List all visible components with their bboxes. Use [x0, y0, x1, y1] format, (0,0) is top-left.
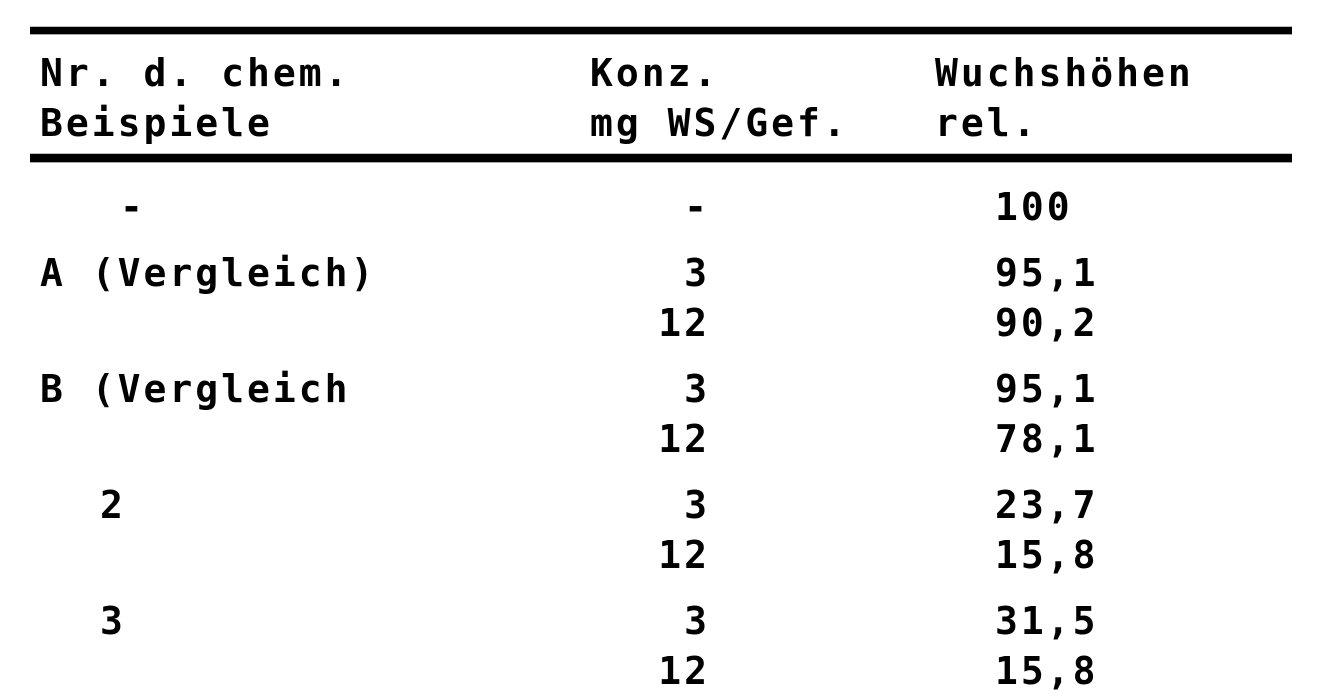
wuchshoehe-value: 95,1	[995, 251, 1099, 295]
table-row-untreated: - - 100	[40, 182, 1340, 232]
column-header-beispiele-line1: Nr. d. chem.	[40, 51, 351, 95]
table-top-rule	[30, 27, 1292, 34]
row-label: 3	[100, 599, 126, 643]
column-header-wuchshoehen-line1: Wuchshöhen	[935, 51, 1194, 95]
wuchshoehe-value: 23,7	[995, 483, 1099, 527]
header-underline-rule	[30, 154, 1292, 162]
row-label: -	[120, 185, 146, 229]
konz-value: 3	[684, 367, 710, 411]
wuchshoehe-value: 100	[995, 185, 1073, 229]
wuchshoehe-value: 15,8	[995, 649, 1099, 693]
column-header-beispiele-line2: Beispiele	[40, 101, 273, 145]
row-label: A (Vergleich)	[40, 251, 377, 295]
wuchshoehe-value: 90,2	[995, 301, 1099, 345]
column-header-konz-line1: Konz.	[590, 51, 720, 95]
konz-value: 12	[658, 417, 710, 461]
table-body: - - 100 A (Vergleich) 3 12 95,1 90,2 B (…	[40, 182, 1340, 696]
konz-value: 12	[658, 533, 710, 577]
column-header-wuchshoehen-line2: rel.	[935, 101, 1039, 145]
wuchshoehe-value: 95,1	[995, 367, 1099, 411]
konz-value: -	[684, 185, 710, 229]
column-header-konz: Konz. mg WS/Gef.	[590, 48, 935, 148]
konz-value: 12	[658, 301, 710, 345]
table-row-a-vergleich: A (Vergleich) 3 12 95,1 90,2	[40, 248, 1340, 348]
wuchshoehe-value: 15,8	[995, 533, 1099, 577]
table-header-row: Nr. d. chem. Beispiele Konz. mg WS/Gef. …	[40, 48, 1340, 148]
konz-value: 3	[684, 483, 710, 527]
konz-value: 12	[658, 649, 710, 693]
column-header-wuchshoehen: Wuchshöhen rel.	[935, 48, 1340, 148]
table-row-beispiel-3: 3 3 12 31,5 15,8	[40, 596, 1340, 696]
column-header-beispiele: Nr. d. chem. Beispiele	[40, 48, 590, 148]
wuchshoehe-value: 31,5	[995, 599, 1099, 643]
table-row-b-vergleich: B (Vergleich 3 12 95,1 78,1	[40, 364, 1340, 464]
row-label: B (Vergleich	[40, 367, 351, 411]
column-header-konz-line2: mg WS/Gef.	[590, 101, 849, 145]
row-label: 2	[100, 483, 126, 527]
table-row-beispiel-2: 2 3 12 23,7 15,8	[40, 480, 1340, 580]
konz-value: 3	[684, 251, 710, 295]
wuchshoehe-value: 78,1	[995, 417, 1099, 461]
konz-value: 3	[684, 599, 710, 643]
